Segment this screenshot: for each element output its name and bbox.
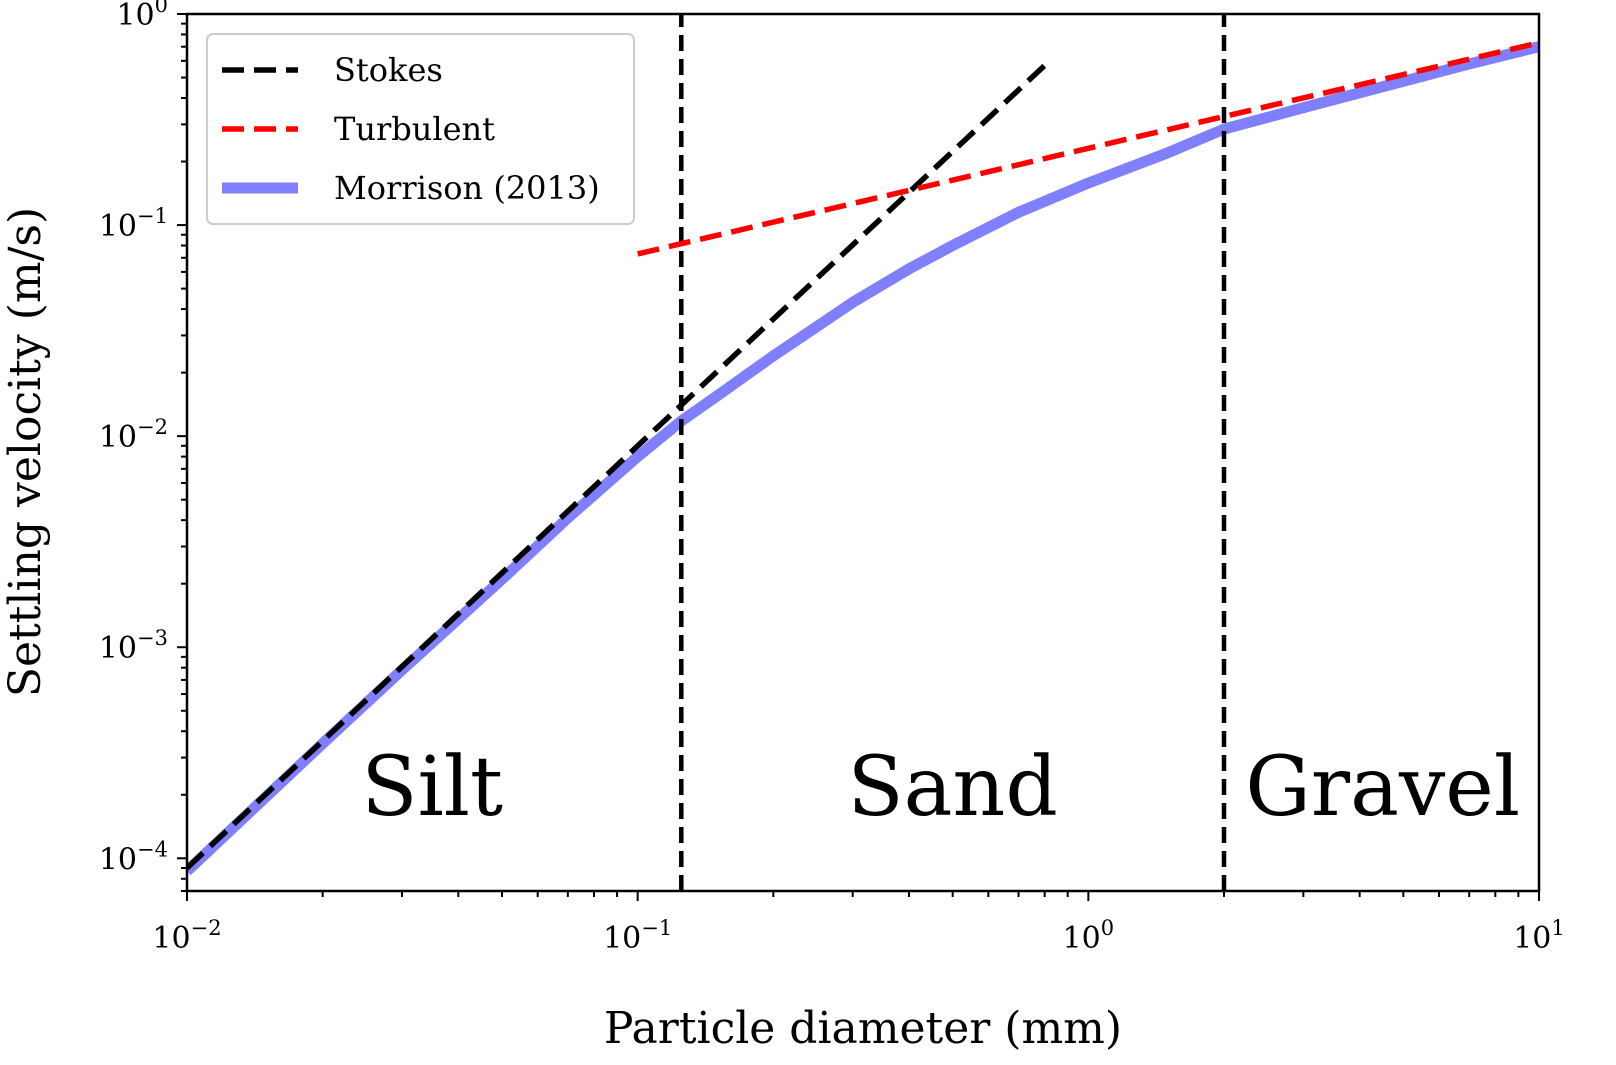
y-tick-label: 100 <box>116 0 168 33</box>
x-tick-label: 10−2 <box>152 916 221 956</box>
x-axis-label: Particle diameter (mm) <box>604 1003 1122 1054</box>
legend: Stokes Turbulent Morrison (2013) <box>206 33 635 225</box>
series-line-stokes <box>187 63 1047 871</box>
y-axis-label: Settling velocity (m/s) <box>0 207 51 697</box>
y-tick-label: 10−1 <box>99 204 168 244</box>
legend-label-morrison-2013: Morrison (2013) <box>334 169 600 207</box>
region-label-sand: Sand <box>847 740 1057 835</box>
plot-frame <box>185 12 1541 893</box>
plot-lines <box>187 14 1539 891</box>
series-line-morrison-2013 <box>187 41 1539 876</box>
y-tick-label: 10−2 <box>99 415 168 455</box>
x-tick-label: 10−1 <box>603 916 672 956</box>
y-tick-label: 10−4 <box>99 837 168 877</box>
axis-ticks: 10−2 10−1 100 101 10−4 10−3 10−2 10−1 100 <box>99 0 1565 956</box>
series-line-turbulent <box>637 40 1539 257</box>
legend-label-turbulent: Turbulent <box>334 110 495 148</box>
x-tick-label: 101 <box>1513 916 1565 956</box>
region-label-gravel: Gravel <box>1245 740 1520 835</box>
region-label-silt: Silt <box>361 740 503 835</box>
y-tick-label: 10−3 <box>99 626 168 666</box>
legend-box <box>206 33 635 225</box>
legend-label-stokes: Stokes <box>334 51 443 89</box>
x-tick-label: 100 <box>1063 916 1115 956</box>
region-labels: Silt Sand Gravel <box>361 740 1520 835</box>
